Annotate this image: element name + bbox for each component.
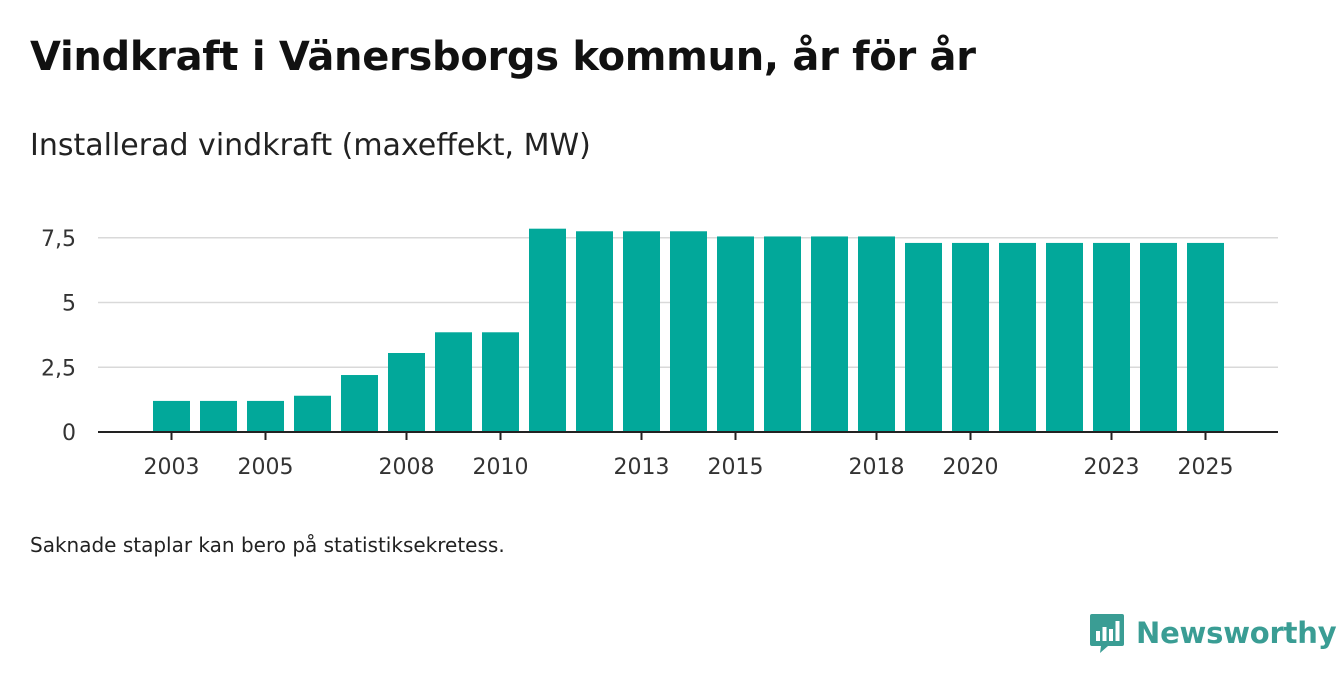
bar-2005 xyxy=(247,400,284,432)
bar-2023 xyxy=(1093,242,1130,432)
x-tick-label: 2023 xyxy=(1084,455,1140,480)
bar-2011 xyxy=(529,228,566,432)
x-tick-label: 2010 xyxy=(473,455,529,480)
bar-2006 xyxy=(294,395,331,432)
x-axis-ticks: 2003 2005 2008 2010 2013 2015 2018 2020 2023 2025 xyxy=(144,432,1234,480)
x-tick-label: 2003 xyxy=(144,455,200,480)
y-tick-label: 2,5 xyxy=(41,356,76,381)
bar-2014 xyxy=(670,231,707,432)
y-axis-ticks: 0 2,5 5 7,5 xyxy=(41,227,76,446)
bar-2017 xyxy=(811,236,848,432)
bar-2018 xyxy=(858,236,895,432)
x-tick-label: 2025 xyxy=(1178,455,1234,480)
footnote: Saknade staplar kan bero på statistiksek… xyxy=(30,533,505,557)
bar-2020 xyxy=(952,242,989,432)
bar-2015 xyxy=(717,236,754,432)
bar-2019 xyxy=(905,242,942,432)
x-tick-label: 2020 xyxy=(943,455,999,480)
chart-title: Vindkraft i Vänersborgs kommun, år för å… xyxy=(30,34,976,80)
brand-name: Newsworthy xyxy=(1136,616,1337,650)
x-tick-label: 2018 xyxy=(849,455,905,480)
bar-2007 xyxy=(341,375,378,432)
newsworthy-logo-icon xyxy=(1090,614,1124,653)
y-tick-label: 0 xyxy=(62,421,76,446)
bar-chart: 0 2,5 5 7,5 2003 2005 2008 2010 2013 2015 2018 202… xyxy=(41,227,1278,480)
chart-subtitle: Installerad vindkraft (maxeffekt, MW) xyxy=(30,128,591,163)
x-tick-label: 2008 xyxy=(379,455,435,480)
bar-2016 xyxy=(764,236,801,432)
bar-2008 xyxy=(388,353,425,432)
bar-2003 xyxy=(153,400,190,432)
bar-2021 xyxy=(999,242,1036,432)
bars xyxy=(153,228,1224,432)
x-tick-label: 2015 xyxy=(708,455,764,480)
bar-2012 xyxy=(576,231,613,432)
bar-2025 xyxy=(1187,242,1224,432)
bar-2010 xyxy=(482,332,519,432)
bar-2004 xyxy=(200,400,237,432)
y-tick-label: 7,5 xyxy=(41,227,76,252)
bar-2024 xyxy=(1140,242,1177,432)
bar-2022 xyxy=(1046,242,1083,432)
x-tick-label: 2013 xyxy=(614,455,670,480)
bar-2013 xyxy=(623,231,660,432)
y-tick-label: 5 xyxy=(62,292,76,317)
bar-2009 xyxy=(435,332,472,432)
brand-logo: Newsworthy xyxy=(1088,612,1337,654)
x-tick-label: 2005 xyxy=(238,455,294,480)
